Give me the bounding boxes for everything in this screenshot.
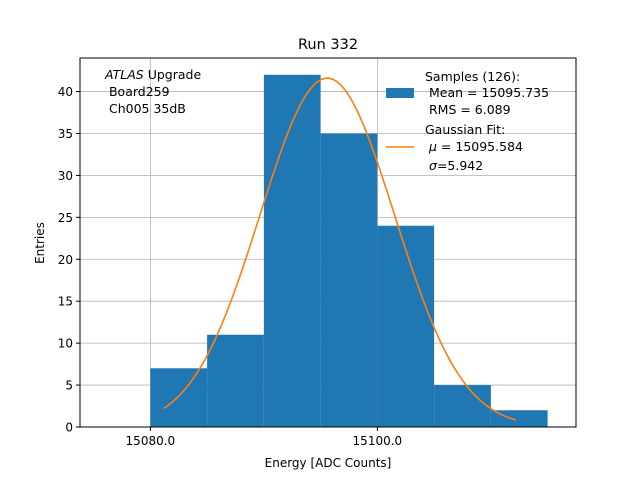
x-tick-label: 15100.0 [353, 434, 403, 448]
x-axis-label: Energy [ADC Counts] [265, 456, 392, 470]
histogram-bars [150, 74, 548, 427]
histogram-bar [434, 385, 491, 427]
legend-samples-patch [386, 88, 414, 98]
y-axis-ticks: 0 5 10 15 20 25 30 35 40 [58, 85, 80, 435]
histogram-bar [490, 410, 548, 427]
legend-fit-line-1: Gaussian Fit: [425, 122, 505, 137]
legend-sigma-value: =5.942 [437, 158, 483, 173]
y-tick-label: 5 [65, 379, 73, 393]
y-tick-label: 25 [58, 211, 73, 225]
x-tick-label: 15080.0 [126, 434, 176, 448]
y-tick-label: 15 [58, 295, 73, 309]
y-tick-label: 10 [58, 337, 73, 351]
legend: Samples (126): Mean = 15095.735 RMS = 6.… [386, 69, 549, 173]
histogram-bar [377, 225, 435, 427]
histogram-bar [263, 74, 321, 427]
y-tick-label: 35 [58, 127, 73, 141]
legend-fit-line-3: σ=5.942 [429, 158, 483, 173]
histogram-bar [150, 368, 208, 427]
atlas-annotation: ATLAS Upgrade Board259 Ch005 35dB [104, 67, 201, 116]
annotation-line-3: Ch005 35dB [105, 101, 186, 116]
y-tick-label: 30 [58, 169, 73, 183]
annotation-upgrade: Upgrade [144, 67, 202, 82]
y-tick-label: 40 [58, 85, 73, 99]
histogram-bar [207, 334, 264, 427]
legend-mu-value: = 15095.584 [437, 139, 523, 154]
annotation-atlas-italic: ATLAS [104, 67, 144, 82]
legend-mu-symbol: μ [428, 139, 437, 154]
chart-title: Run 332 [298, 37, 358, 53]
x-axis-ticks: 15080.0 15100.0 [126, 427, 403, 448]
legend-samples-line-3: RMS = 6.089 [425, 102, 511, 117]
y-tick-label: 0 [65, 421, 73, 435]
y-axis-label: Entries [33, 222, 47, 264]
legend-samples-line-1: Samples (126): [425, 69, 520, 84]
annotation-line-1: ATLAS Upgrade [104, 67, 201, 82]
axes-frame [79, 57, 577, 428]
legend-fit-line-2: μ = 15095.584 [428, 139, 523, 154]
gaussian-fit-curve [163, 77, 517, 421]
legend-sigma-symbol: σ [429, 158, 438, 173]
legend-samples-line-2: Mean = 15095.735 [425, 85, 549, 100]
histogram-bar [320, 133, 378, 427]
annotation-line-2: Board259 [105, 84, 170, 99]
y-tick-label: 20 [58, 253, 73, 267]
